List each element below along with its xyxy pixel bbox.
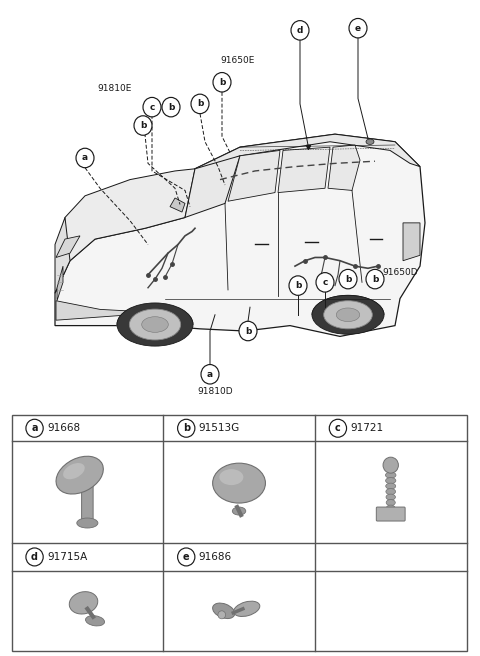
Ellipse shape (117, 303, 193, 346)
Circle shape (213, 73, 231, 92)
Text: c: c (149, 102, 155, 112)
Polygon shape (195, 134, 420, 174)
Ellipse shape (312, 295, 384, 335)
Circle shape (191, 94, 209, 113)
Ellipse shape (232, 507, 246, 515)
Circle shape (218, 611, 226, 619)
Circle shape (26, 548, 43, 566)
Circle shape (289, 276, 307, 295)
Ellipse shape (385, 472, 396, 478)
Text: c: c (335, 423, 341, 433)
Text: e: e (355, 24, 361, 33)
Text: c: c (322, 278, 328, 287)
Ellipse shape (213, 463, 265, 503)
Polygon shape (328, 145, 360, 190)
Ellipse shape (385, 478, 396, 483)
Polygon shape (56, 300, 160, 320)
Text: 91513G: 91513G (199, 423, 240, 433)
Circle shape (349, 18, 367, 38)
Ellipse shape (386, 483, 396, 489)
Circle shape (383, 457, 398, 473)
Polygon shape (55, 134, 425, 337)
Text: a: a (207, 370, 213, 379)
Circle shape (291, 20, 309, 40)
Ellipse shape (69, 592, 98, 614)
Ellipse shape (324, 300, 372, 329)
Circle shape (239, 321, 257, 340)
Text: b: b (183, 423, 190, 433)
Polygon shape (170, 198, 185, 212)
Circle shape (201, 365, 219, 384)
Text: e: e (183, 552, 190, 562)
Ellipse shape (386, 500, 395, 506)
Polygon shape (278, 147, 330, 193)
Ellipse shape (213, 603, 235, 619)
Circle shape (329, 419, 347, 437)
Text: b: b (197, 100, 203, 108)
Text: 91721: 91721 (350, 423, 384, 433)
Ellipse shape (56, 457, 103, 494)
Ellipse shape (142, 317, 168, 333)
Polygon shape (57, 266, 63, 300)
Circle shape (339, 270, 357, 289)
FancyBboxPatch shape (82, 484, 93, 524)
Circle shape (26, 419, 43, 437)
Text: 91715A: 91715A (47, 552, 87, 562)
Text: b: b (168, 102, 174, 112)
Text: b: b (345, 275, 351, 283)
Ellipse shape (336, 308, 360, 321)
Text: 91686: 91686 (199, 552, 232, 562)
Text: b: b (219, 78, 225, 87)
Text: 91810D: 91810D (197, 387, 233, 396)
Circle shape (134, 116, 152, 135)
Polygon shape (403, 223, 420, 260)
Circle shape (366, 270, 384, 289)
Ellipse shape (77, 518, 98, 528)
Text: d: d (297, 26, 303, 35)
Text: 91668: 91668 (47, 423, 80, 433)
Ellipse shape (386, 505, 395, 511)
Circle shape (143, 97, 161, 117)
Ellipse shape (63, 463, 85, 480)
Polygon shape (228, 150, 280, 201)
Polygon shape (56, 236, 80, 257)
Text: a: a (31, 423, 38, 433)
Circle shape (178, 548, 195, 566)
Ellipse shape (366, 139, 374, 144)
Polygon shape (55, 217, 70, 293)
Polygon shape (60, 169, 195, 260)
Circle shape (178, 419, 195, 437)
Ellipse shape (386, 494, 396, 500)
Text: b: b (140, 121, 146, 130)
Text: b: b (245, 327, 251, 335)
Text: 91650D: 91650D (382, 268, 418, 277)
Ellipse shape (386, 489, 396, 495)
Circle shape (76, 148, 94, 168)
Ellipse shape (219, 469, 243, 485)
Ellipse shape (234, 601, 260, 617)
Ellipse shape (85, 616, 105, 626)
Text: 91650E: 91650E (221, 56, 255, 65)
FancyBboxPatch shape (376, 507, 405, 521)
Ellipse shape (129, 309, 180, 340)
Circle shape (162, 97, 180, 117)
Polygon shape (185, 156, 240, 217)
Text: b: b (372, 275, 378, 283)
Text: 91810E: 91810E (98, 84, 132, 93)
Text: b: b (295, 281, 301, 290)
Text: a: a (82, 154, 88, 163)
Circle shape (316, 273, 334, 292)
Text: d: d (31, 552, 38, 562)
